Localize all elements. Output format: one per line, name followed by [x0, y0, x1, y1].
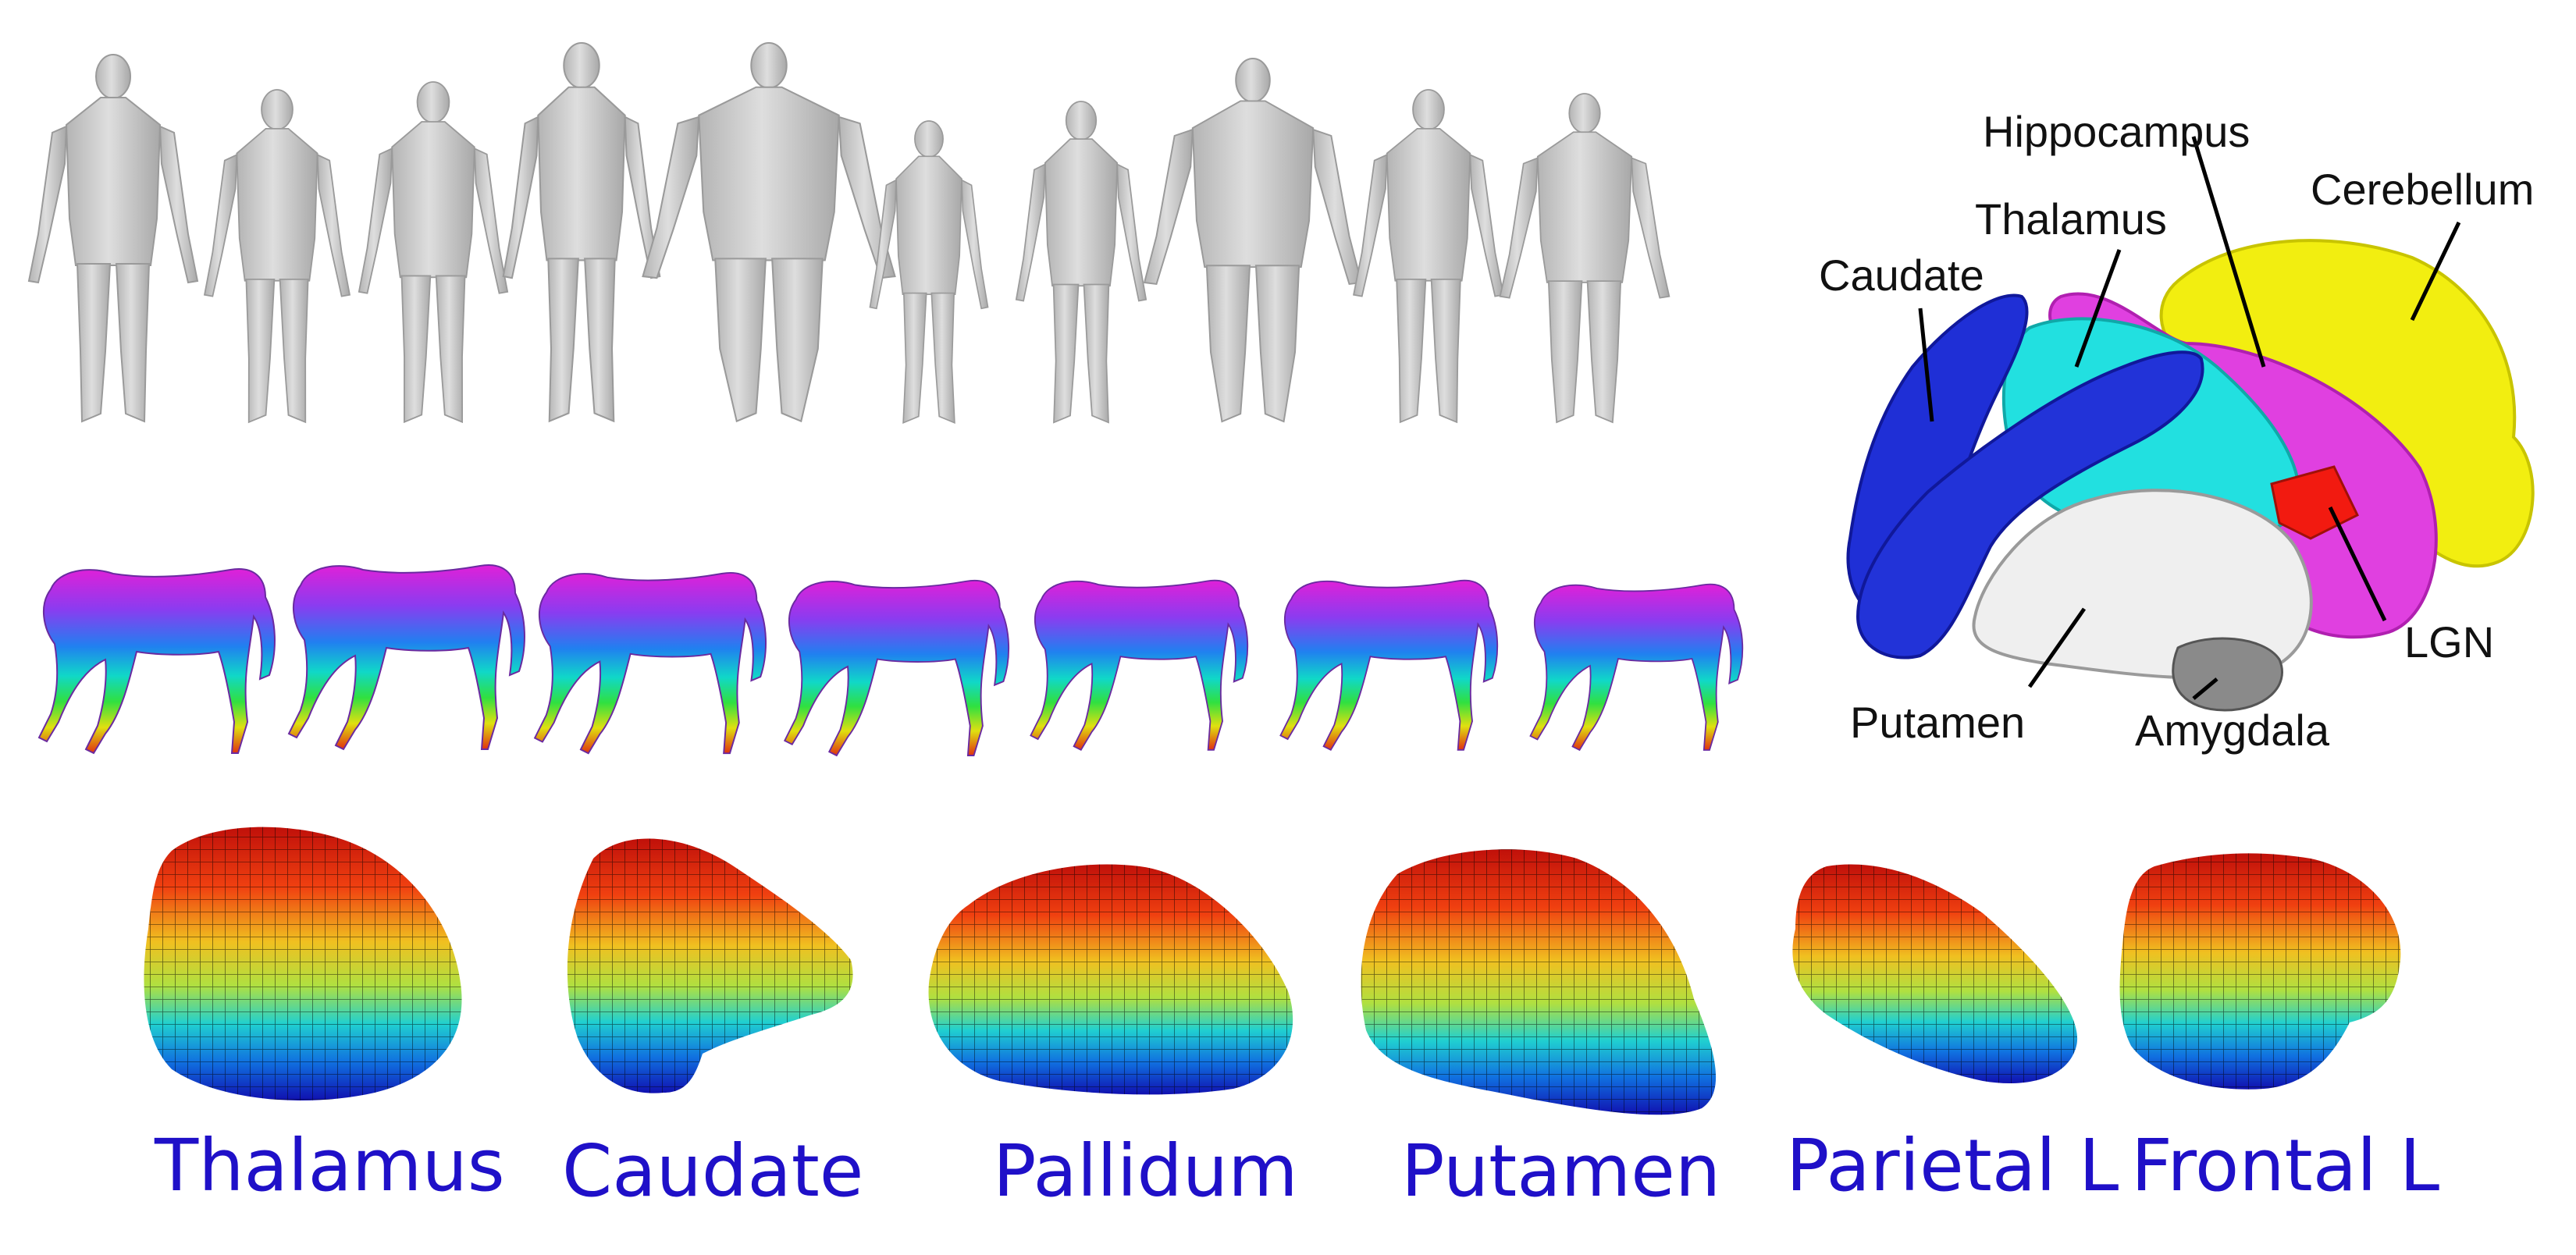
frontal-l-mesh	[2119, 853, 2401, 1090]
human-7	[1015, 101, 1147, 424]
caudate-mesh	[567, 838, 853, 1093]
label-thalamus: Thalamus	[1975, 194, 2167, 244]
horse-6	[1279, 579, 1499, 752]
pallidum-mesh	[928, 864, 1293, 1095]
horse-1	[37, 568, 276, 755]
thalamus-mesh	[144, 827, 462, 1100]
label-putamen: Putamen	[1850, 698, 2025, 747]
label-parietal-l-mesh: Parietal L	[1786, 1124, 2119, 1207]
horse-2	[287, 564, 525, 751]
human-3	[358, 81, 509, 424]
label-hippocampus: Hippocampus	[1983, 107, 2250, 156]
human-6	[869, 120, 989, 425]
horse-4	[783, 579, 1009, 757]
brain-structures-diagram: Hippocampus Thalamus Caudate Cerebellum …	[1819, 107, 2535, 755]
label-pallidum-mesh: Pallidum	[993, 1129, 1298, 1213]
amygdala-shape	[2172, 637, 2283, 712]
human-8	[1143, 58, 1363, 423]
human-2	[203, 89, 351, 424]
putamen-mesh	[1361, 849, 1717, 1115]
horse-7	[1529, 583, 1744, 752]
caudate-body-shape	[1856, 350, 2204, 659]
human-9	[1353, 89, 1504, 424]
label-thalamus-mesh: Thalamus	[155, 1124, 505, 1207]
label-lgn: LGN	[2404, 617, 2494, 667]
label-putamen-mesh: Putamen	[1401, 1129, 1721, 1213]
horse-5	[1030, 579, 1249, 752]
human-5	[642, 41, 896, 423]
human-4	[502, 41, 661, 423]
label-frontal-l-mesh: Frontal L	[2131, 1124, 2440, 1207]
label-amygdala: Amygdala	[2135, 706, 2330, 755]
horse-pose-row	[37, 564, 1744, 757]
label-caudate-mesh: Caudate	[562, 1129, 864, 1213]
region-mesh-row	[144, 827, 2401, 1115]
human-1	[27, 54, 199, 423]
horse-3	[533, 572, 767, 755]
label-cerebellum: Cerebellum	[2311, 165, 2534, 214]
parietal-l-mesh	[1792, 864, 2078, 1083]
human-body-row	[27, 41, 1670, 425]
label-caudate: Caudate	[1819, 251, 1984, 300]
human-10	[1499, 93, 1670, 424]
